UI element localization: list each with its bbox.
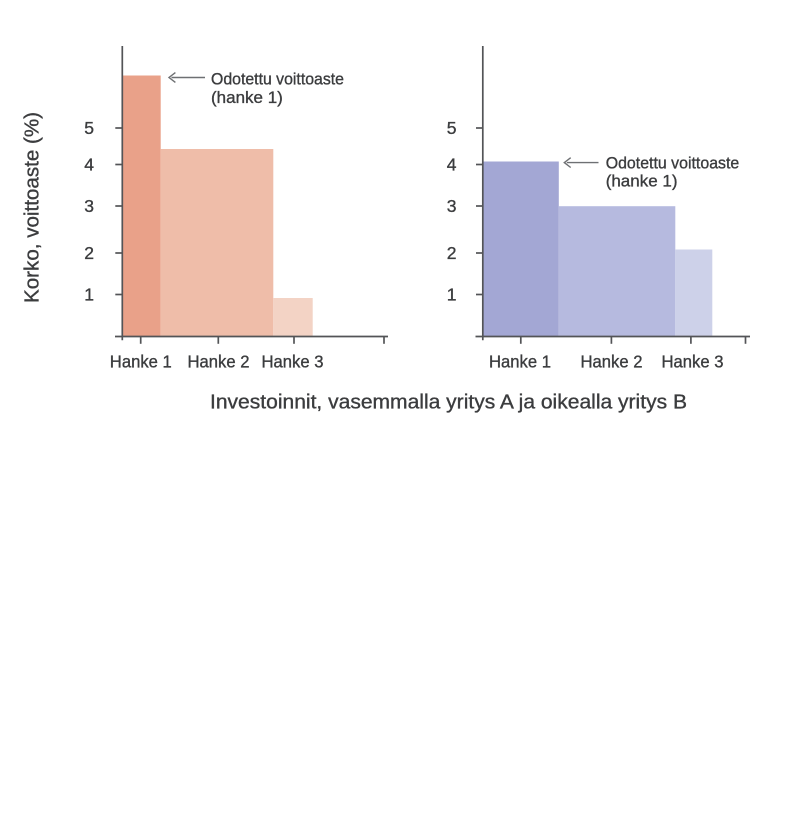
svg-text:Hanke 1: Hanke 1 [110, 352, 172, 372]
svg-text:4: 4 [84, 155, 94, 175]
svg-text:2: 2 [447, 243, 457, 263]
svg-text:Odotettu voittoaste: Odotettu voittoaste [606, 153, 740, 172]
svg-text:Odotettu voittoaste: Odotettu voittoaste [211, 70, 344, 89]
svg-text:Hanke 2: Hanke 2 [188, 352, 250, 372]
svg-text:Hanke 2: Hanke 2 [581, 352, 643, 372]
svg-text:3: 3 [84, 196, 94, 216]
svg-text:Hanke 3: Hanke 3 [662, 352, 724, 372]
svg-text:Korko, voittoaste (%): Korko, voittoaste (%) [21, 112, 44, 303]
svg-text:1: 1 [447, 285, 457, 305]
svg-text:5: 5 [84, 118, 94, 138]
svg-text:2: 2 [84, 243, 94, 263]
svg-text:1: 1 [84, 285, 94, 305]
svg-text:Hanke 1: Hanke 1 [489, 352, 551, 372]
svg-text:4: 4 [447, 155, 457, 175]
svg-text:Investoinnit, vasemmalla yrity: Investoinnit, vasemmalla yritys A ja oik… [210, 392, 687, 414]
svg-text:(hanke 1): (hanke 1) [211, 88, 283, 107]
svg-text:3: 3 [447, 196, 457, 216]
svg-text:Hanke 3: Hanke 3 [262, 352, 324, 372]
svg-text:5: 5 [447, 118, 457, 138]
svg-text:(hanke 1): (hanke 1) [606, 172, 678, 191]
